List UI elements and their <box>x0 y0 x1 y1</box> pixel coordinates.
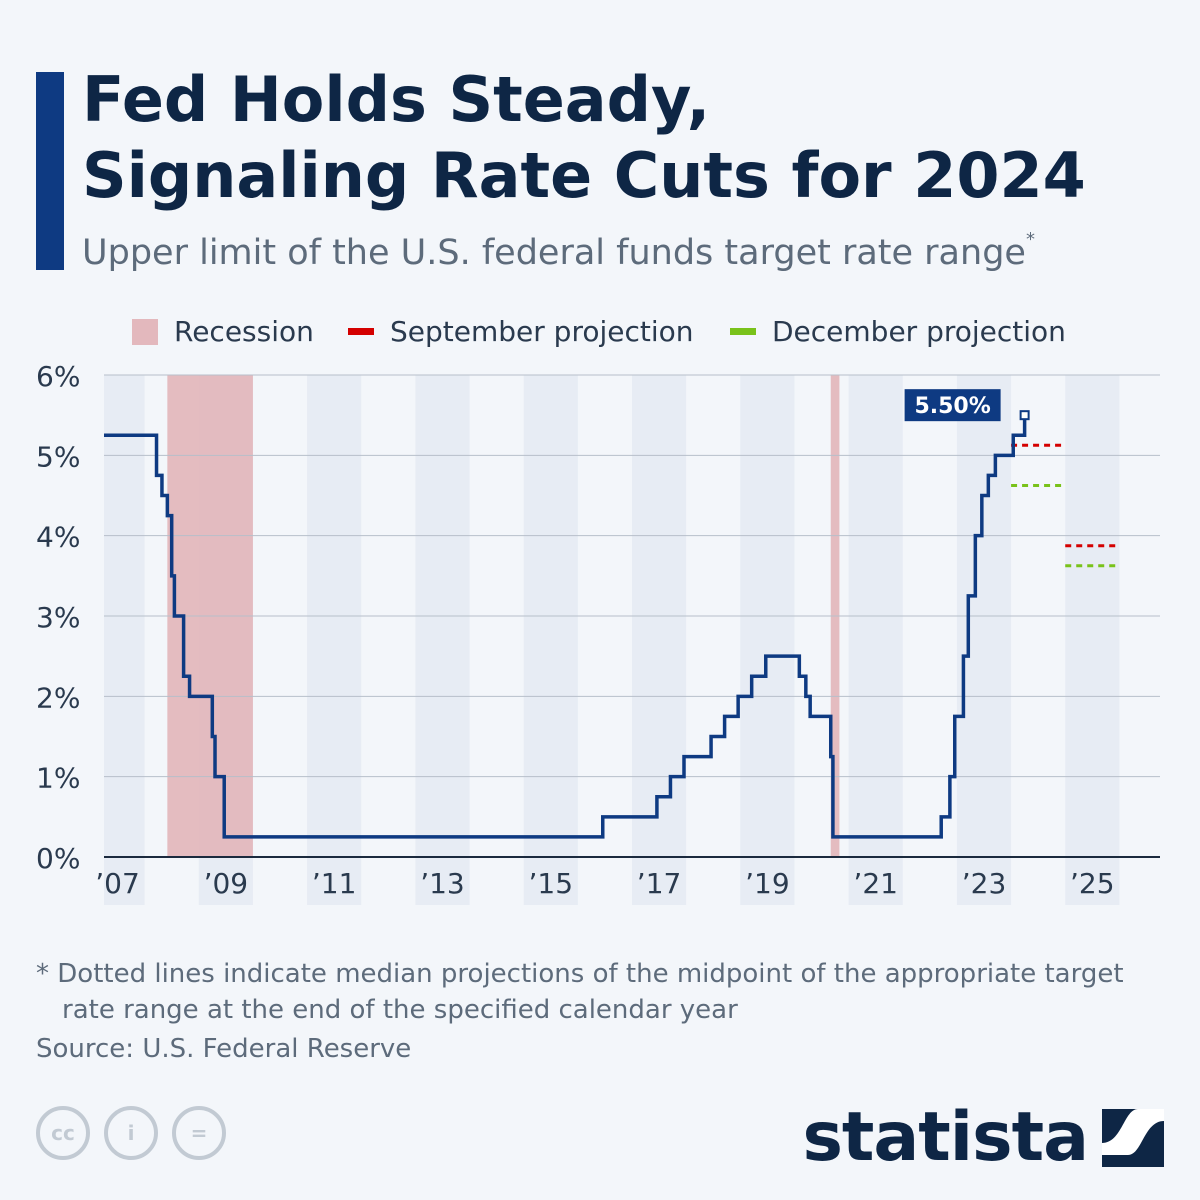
year-band <box>415 375 470 905</box>
year-band <box>104 375 145 905</box>
x-tick-label: ’15 <box>529 867 574 900</box>
subtitle-text: Upper limit of the U.S. federal funds ta… <box>82 233 1026 273</box>
y-tick-label: 6% <box>36 360 80 393</box>
y-tick-label: 3% <box>36 601 80 634</box>
year-band <box>848 375 903 905</box>
legend-recession-swatch <box>132 318 158 345</box>
year-band <box>956 375 1012 905</box>
footnote: * Dotted lines indicate median projectio… <box>36 959 1124 1025</box>
title-accent-bar <box>36 72 64 270</box>
x-tick-label: ’25 <box>1070 867 1115 900</box>
y-tick-label: 2% <box>36 681 80 714</box>
x-tick-label: ’21 <box>853 867 898 900</box>
x-tick-label: ’07 <box>95 867 140 900</box>
x-tick-label: ’23 <box>962 867 1007 900</box>
last-value-marker <box>1019 410 1030 421</box>
license-icons: cc i = <box>36 1106 226 1160</box>
x-tick-label: ’11 <box>312 867 357 900</box>
legend-recession: Recession <box>132 315 314 348</box>
creative-commons-icon[interactable]: cc <box>36 1106 90 1160</box>
legend-december: December projection <box>730 315 1066 348</box>
x-tick-label: ’17 <box>637 867 682 900</box>
title-line-1: Fed Holds Steady, <box>82 63 711 136</box>
legend-december-label: December projection <box>772 315 1066 348</box>
title-line-2: Signaling Rate Cuts for 2024 <box>82 139 1086 212</box>
y-tick-label: 0% <box>36 842 80 875</box>
y-tick-label: 1% <box>36 762 80 795</box>
page-title: Fed Holds Steady, Signaling Rate Cuts fo… <box>82 62 1086 214</box>
no-derivatives-icon[interactable]: = <box>172 1106 226 1160</box>
year-band <box>632 375 687 905</box>
year-band <box>1065 375 1120 905</box>
chart-legend: Recession September projection December … <box>0 315 1200 355</box>
rate-step-line <box>104 415 1027 839</box>
legend-september-label: September projection <box>390 315 694 348</box>
legend-recession-label: Recession <box>174 315 314 348</box>
chart-subtitle: Upper limit of the U.S. federal funds ta… <box>82 229 1035 273</box>
attribution-icon[interactable]: i <box>104 1106 158 1160</box>
subtitle-footnote-mark: * <box>1025 229 1035 251</box>
x-tick-label: ’09 <box>204 867 249 900</box>
year-band <box>740 375 795 905</box>
statista-logo[interactable]: statista <box>802 1098 1164 1177</box>
legend-september: September projection <box>348 315 694 348</box>
x-tick-label: ’19 <box>745 867 790 900</box>
y-tick-label: 5% <box>36 440 80 473</box>
year-band <box>523 375 578 905</box>
statista-wordmark: statista <box>802 1098 1089 1177</box>
x-tick-label: ’13 <box>420 867 465 900</box>
statista-logo-icon <box>1102 1108 1164 1167</box>
y-tick-label: 4% <box>36 521 80 554</box>
source-note: Source: U.S. Federal Reserve <box>36 1034 412 1064</box>
rate-chart: 5.50% 0% 1% 2% 3% 4% 5% 6% ’07 ’09 ’11 ’13 ’15 ’17 ’… <box>36 360 1160 905</box>
legend-september-swatch <box>348 328 374 335</box>
year-band <box>307 375 362 905</box>
legend-december-swatch <box>730 328 756 335</box>
last-value-label: 5.50% <box>914 394 990 419</box>
last-value-badge <box>904 389 1001 422</box>
